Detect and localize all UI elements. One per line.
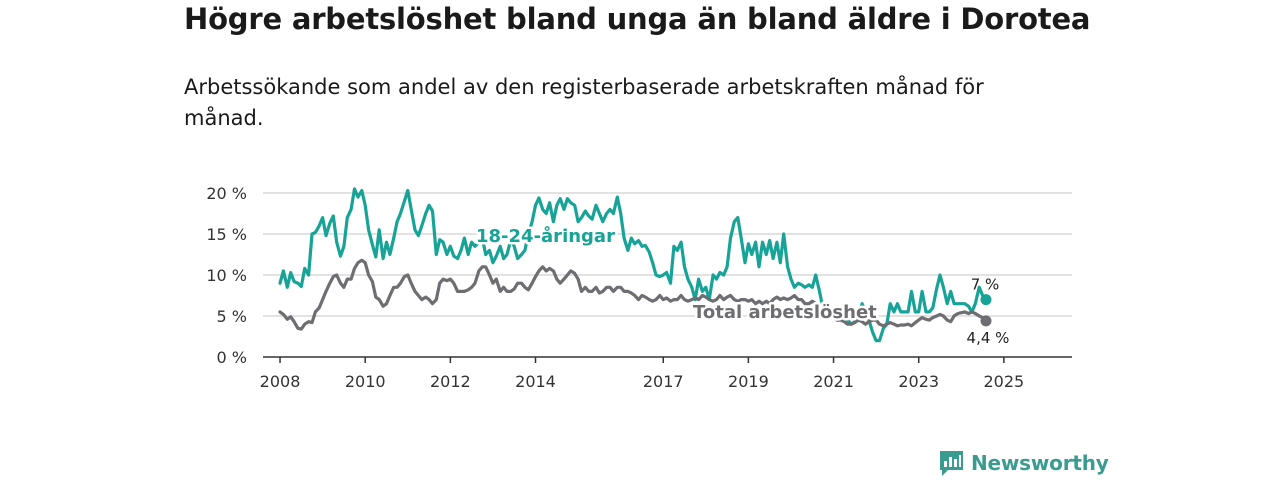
chart-title: Högre arbetslöshet bland unga än bland ä…: [184, 2, 1091, 36]
x-tick-label: 2008: [260, 372, 301, 391]
y-tick-label: 0 %: [217, 348, 247, 367]
newsworthy-logo-icon: [940, 451, 963, 476]
chart-subtitle: Arbetssökande som andel av den registerb…: [184, 75, 984, 130]
x-tick-label: 2014: [515, 372, 556, 391]
total-end-point: [980, 315, 992, 327]
x-tick-label: 2023: [898, 372, 939, 391]
youth-end-point: [980, 294, 992, 306]
x-tick-label: 2019: [728, 372, 769, 391]
line-chart: 0 %5 %10 %15 %20 % 2008 2010 2012 2014 2017 2…: [206, 184, 1072, 391]
x-tick-label: 2021: [813, 372, 854, 391]
x-tick-label: 2012: [430, 372, 471, 391]
total-end-value-label: 4,4 %: [967, 329, 1010, 347]
y-tick-label: 5 %: [217, 307, 247, 326]
total-series-label: Total arbetslöshet: [693, 302, 877, 323]
y-tick-label: 15 %: [206, 225, 247, 244]
y-axis: 0 % 5 % 10 % 15 % 20 %: [206, 184, 247, 367]
brand-name: Newsworthy: [971, 451, 1109, 475]
x-axis: 2008 2010 2012 2014 2017 2019 2021 2023 2025: [260, 357, 1025, 391]
x-tick-label: 2010: [345, 372, 386, 391]
y-tick-label: 10 %: [206, 266, 247, 285]
total-series-line: [278, 258, 988, 331]
youth-series-label-halo: 18-24-åringar: [476, 225, 615, 247]
youth-series-line: [278, 187, 988, 343]
youth-series-label: 18-24-åringar: [476, 225, 615, 247]
newsworthy-logo: Newsworthy: [938, 449, 1109, 477]
y-tick-label: 20 %: [206, 184, 247, 203]
total-series-label-halo: Total arbetslöshet: [693, 302, 877, 323]
x-tick-label: 2025: [984, 372, 1025, 391]
youth-end-value-label: 7 %: [971, 276, 1000, 294]
x-tick-label: 2017: [643, 372, 684, 391]
series-lines: [278, 187, 992, 343]
